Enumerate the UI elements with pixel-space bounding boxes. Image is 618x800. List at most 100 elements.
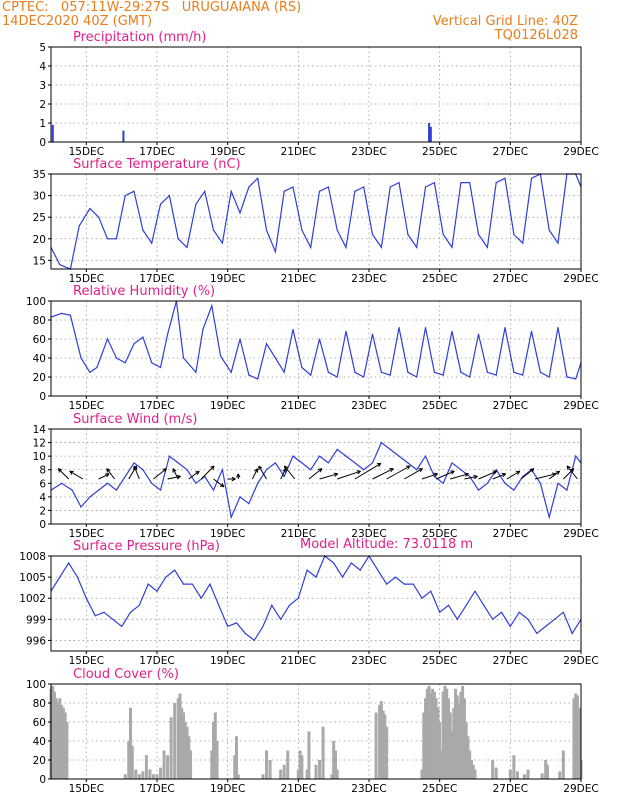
data-point — [310, 374, 312, 376]
data-bar — [183, 722, 187, 779]
data-bar — [305, 769, 309, 779]
wind-arrow-head — [162, 468, 167, 470]
data-point — [89, 496, 91, 498]
data-point — [115, 238, 117, 240]
data-point — [513, 489, 515, 491]
y-tick-label: 999 — [26, 614, 46, 626]
data-point — [442, 482, 444, 484]
data-point — [168, 194, 170, 197]
data-bar — [51, 685, 55, 779]
data-point — [195, 203, 197, 205]
header-model-id: TQ0126L028 — [494, 28, 578, 43]
data-point — [363, 186, 365, 188]
wind-arrow-head — [106, 468, 111, 471]
x-tick-label: 23DEC — [351, 146, 386, 158]
x-tick-label: 29DEC — [563, 783, 598, 795]
wind-arrow — [172, 468, 179, 480]
data-point — [424, 186, 427, 188]
data-point — [327, 186, 329, 188]
data-point — [492, 618, 494, 620]
data-bar — [162, 750, 166, 779]
data-point — [280, 618, 282, 620]
wind-arrow-head — [319, 468, 323, 473]
data-point — [230, 371, 232, 373]
data-point — [389, 448, 391, 450]
data-point — [124, 475, 126, 478]
data-bar — [53, 691, 57, 779]
data-bar — [335, 769, 339, 779]
data-point — [283, 190, 285, 192]
data-bar — [189, 750, 193, 779]
data-point — [433, 182, 435, 184]
panel-title: Surface Wind (m/s) — [73, 412, 197, 427]
data-bar — [381, 710, 385, 779]
data-point — [283, 371, 285, 373]
panel-6: Cloud Cover (%) 0 20 40 60 80 100 15DEC 17DEC 19D… — [26, 667, 599, 795]
x-tick-label: 25DEC — [422, 655, 457, 667]
data-point — [61, 482, 63, 484]
y-tick-label: 20 — [33, 234, 46, 246]
data-bar — [427, 685, 431, 779]
data-point — [262, 625, 264, 627]
data-point — [133, 343, 135, 345]
data-bar — [429, 126, 432, 142]
wind-arrow-head — [164, 468, 167, 473]
wind-arrow — [337, 470, 361, 480]
data-point — [177, 238, 179, 240]
data-point — [553, 618, 556, 620]
data-point — [527, 618, 529, 620]
data-bar — [436, 707, 440, 779]
x-tick-label: 21DEC — [281, 528, 316, 540]
x-tick-label: 15DEC — [69, 528, 104, 540]
data-point — [195, 371, 197, 373]
wind-arrow-head — [529, 468, 535, 470]
data-bar — [268, 760, 272, 779]
y-tick-label: 5 — [39, 42, 46, 54]
x-tick-label: 15DEC — [69, 783, 104, 795]
wind-arrow-head — [212, 465, 215, 470]
wind-arrow — [372, 468, 394, 480]
data-bar — [572, 698, 576, 779]
data-point — [310, 469, 312, 471]
wind-arrow-head — [566, 465, 569, 471]
data-point — [182, 583, 185, 585]
data-point — [68, 562, 70, 564]
data-point — [151, 362, 153, 364]
data-point — [271, 604, 273, 606]
wind-arrow-head — [357, 470, 361, 475]
x-tick-label: 19DEC — [210, 146, 245, 158]
data-bar — [215, 741, 219, 779]
y-tick-label: 1008 — [19, 551, 46, 563]
data-point — [186, 469, 188, 471]
wind-arrow-shaft — [548, 470, 560, 480]
x-tick-label: 29DEC — [563, 146, 598, 158]
y-tick-label: 15 — [33, 255, 46, 267]
wind-arrow-shaft — [213, 478, 225, 488]
data-bar — [441, 691, 445, 779]
data-point — [354, 190, 356, 192]
wind-arrow-head — [551, 472, 556, 475]
wind-arrow-shaft — [167, 475, 181, 480]
data-bar — [526, 769, 530, 779]
wind-arrow-shaft — [450, 473, 469, 480]
data-point — [159, 489, 162, 491]
data-point — [389, 186, 391, 188]
x-tick-label: 21DEC — [281, 146, 316, 158]
panel-frame — [50, 300, 582, 397]
data-point — [566, 376, 568, 378]
wind-arrow-shaft — [566, 465, 578, 480]
wind-arrow-head — [172, 468, 177, 472]
data-bar — [420, 769, 424, 779]
data-point — [495, 469, 497, 471]
data-point — [89, 371, 91, 373]
data-bar — [137, 774, 141, 779]
wind-arrow-shaft — [372, 468, 394, 480]
model-altitude: Model Altitude: 73.0118 m — [300, 537, 473, 552]
data-point — [202, 328, 204, 331]
data-point — [80, 357, 82, 359]
wind-arrow-shaft — [464, 475, 478, 480]
data-bar — [332, 741, 336, 779]
x-tick-label: 15DEC — [69, 655, 104, 667]
data-point — [96, 366, 98, 369]
